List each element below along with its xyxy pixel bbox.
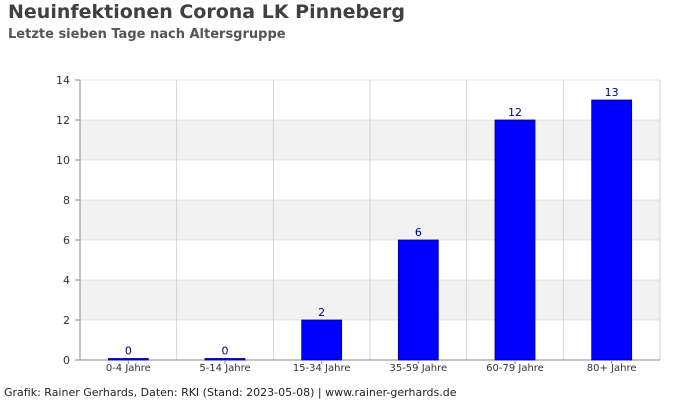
x-tick-label: 35-59 Jahre [389, 363, 447, 374]
y-tick-label: 12 [56, 114, 70, 127]
bar [204, 358, 246, 361]
bar [107, 358, 149, 361]
y-tick-label: 14 [56, 74, 70, 87]
y-tick-label: 6 [63, 234, 70, 247]
y-tick-label: 0 [63, 354, 70, 367]
x-tick-label: 80+ Jahre [587, 363, 637, 374]
y-tick-label: 4 [63, 274, 70, 287]
data-label: 2 [318, 306, 325, 319]
bar [494, 119, 536, 361]
x-tick-label: 15-34 Jahre [293, 363, 351, 374]
y-tick-label: 8 [63, 194, 70, 207]
data-label: 0 [125, 345, 132, 358]
x-tick-label: 60-79 Jahre [486, 363, 544, 374]
data-label: 12 [508, 106, 522, 119]
data-label: 6 [415, 226, 422, 239]
x-tick-label: 5-14 Jahre [199, 363, 250, 374]
x-tick-label: 0-4 Jahre [106, 363, 151, 374]
footer-credit: Grafik: Rainer Gerhards, Daten: RKI (Sta… [4, 386, 457, 399]
y-tick-label: 10 [56, 154, 70, 167]
chart-subtitle: Letzte sieben Tage nach Altersgruppe [8, 27, 286, 42]
data-label: 0 [222, 345, 229, 358]
bar [301, 319, 343, 361]
bar [591, 99, 633, 361]
data-label: 13 [605, 86, 619, 99]
y-tick-label: 2 [63, 314, 70, 327]
bar [397, 239, 439, 361]
chart-title: Neuinfektionen Corona LK Pinneberg [8, 1, 406, 23]
